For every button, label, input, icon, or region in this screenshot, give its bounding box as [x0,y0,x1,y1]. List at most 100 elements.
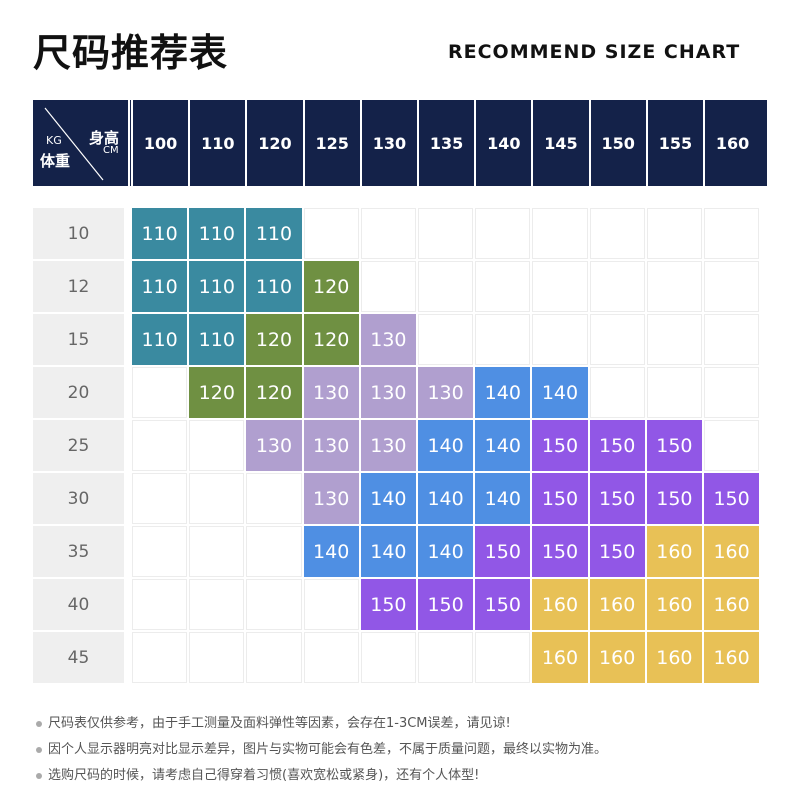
size-cell: 150 [589,420,645,471]
empty-cell [704,261,760,312]
empty-cell [360,261,416,312]
size-cell: 110 [246,261,302,312]
empty-cell [246,526,302,577]
size-cell: 140 [418,420,474,471]
weight-row-label: 30 [33,473,124,524]
weight-row-label: 20 [33,367,124,418]
empty-cell [589,261,645,312]
empty-cell [303,208,359,259]
empty-cell [532,314,588,365]
weight-row-label: 40 [33,579,124,630]
empty-cell [246,473,302,524]
size-cell: 150 [532,420,588,471]
height-header-cell: 150 [588,100,646,186]
empty-cell [189,420,245,471]
size-cell: 110 [246,208,302,259]
size-cell: 130 [303,473,359,524]
empty-cell [646,367,702,418]
size-cell: 150 [532,473,588,524]
weight-row-label: 45 [33,632,124,683]
height-header-cell: 110 [188,100,245,186]
page-subtitle: RECOMMEND SIZE CHART [448,41,741,63]
size-cell: 150 [589,473,645,524]
weight-row-label: 15 [33,314,124,365]
empty-cell [189,632,245,683]
weight-row-label: 25 [33,420,124,471]
size-cell: 110 [132,261,188,312]
empty-cell [646,261,702,312]
size-cell: 150 [475,579,531,630]
empty-cell [303,579,359,630]
empty-cell [189,579,245,630]
size-cell: 150 [532,526,588,577]
empty-cell [303,632,359,683]
empty-cell [246,579,302,630]
size-cell: 120 [303,314,359,365]
empty-cell [418,208,474,259]
empty-cell [132,367,188,418]
bullet-icon [36,747,42,753]
size-cell: 130 [303,420,359,471]
size-cell: 160 [532,632,588,683]
size-cell: 130 [418,367,474,418]
notes: 尺码表仅供参考，由于手工测量及面料弹性等因素，会存在1-3CM误差，请见谅! 因… [36,711,607,789]
size-cell: 140 [475,367,531,418]
note-text: 尺码表仅供参考，由于手工测量及面料弹性等因素，会存在1-3CM误差，请见谅! [48,716,511,731]
empty-cell [704,420,760,471]
size-cell: 140 [475,473,531,524]
empty-cell [189,526,245,577]
size-cell: 160 [704,632,760,683]
height-header-cell: 160 [703,100,760,186]
diagonal-divider [44,107,104,181]
empty-cell [475,261,531,312]
weight-row-label: 12 [33,261,124,312]
size-cell: 130 [360,420,416,471]
size-cell: 150 [360,579,416,630]
size-cell: 160 [589,632,645,683]
size-cell: 160 [704,579,760,630]
empty-cell [418,261,474,312]
size-cell: 160 [646,526,702,577]
empty-cell [475,314,531,365]
size-cell: 150 [475,526,531,577]
size-cell: 140 [532,367,588,418]
empty-cell [132,420,188,471]
size-cell: 140 [418,473,474,524]
size-cell: 120 [303,261,359,312]
bullet-icon [36,721,42,727]
size-cell: 130 [303,367,359,418]
size-cell: 120 [189,367,245,418]
size-cell: 140 [418,526,474,577]
size-cell: 130 [360,367,416,418]
size-cell: 120 [246,367,302,418]
empty-cell [132,473,188,524]
height-header-cell: 120 [245,100,302,186]
empty-cell [360,208,416,259]
bullet-icon [36,773,42,779]
height-header-cell: 100 [131,100,188,186]
size-cell: 110 [189,314,245,365]
empty-cell [132,526,188,577]
empty-cell [132,632,188,683]
empty-cell [704,314,760,365]
weight-row-label: 10 [33,208,124,259]
weight-row-label: 35 [33,526,124,577]
height-header-cell: 135 [417,100,474,186]
empty-cell [360,632,416,683]
size-cell: 150 [418,579,474,630]
height-header-row: KG 体重 身高 CM 100 110 120 125 130 135 140 145 150 1… [33,100,767,186]
size-cell: 160 [532,579,588,630]
size-cell: 150 [704,473,760,524]
empty-cell [189,473,245,524]
size-cell: 110 [132,314,188,365]
size-cell: 150 [646,420,702,471]
empty-cell [646,208,702,259]
empty-cell [704,208,760,259]
size-cell: 160 [589,579,645,630]
empty-cell [475,208,531,259]
empty-cell [475,632,531,683]
note-item: 因个人显示器明亮对比显示差异，图片与实物可能会有色差，不属于质量问题，最终以实物… [36,737,607,763]
empty-cell [646,314,702,365]
height-header-cell: 140 [474,100,531,186]
size-cell: 150 [589,526,645,577]
